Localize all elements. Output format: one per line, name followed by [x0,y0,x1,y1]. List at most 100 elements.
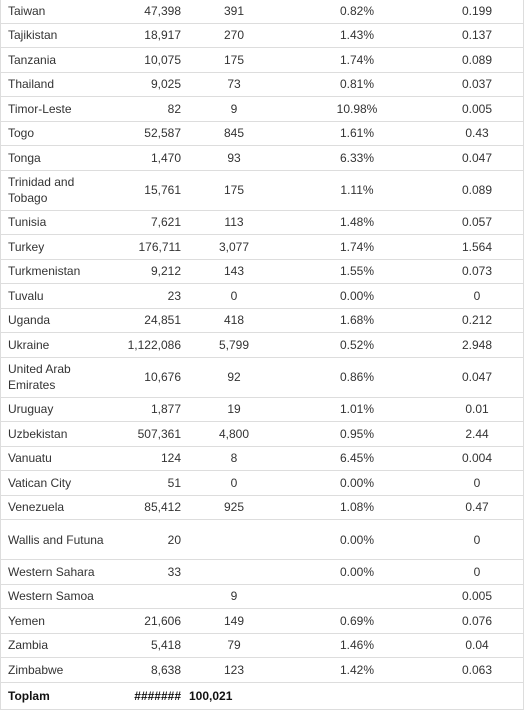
table-cell: Turkey [0,234,108,260]
table-cell: 175 [185,47,283,73]
table-cell: 9,212 [108,258,185,284]
table-cell: Venezuela [0,494,108,520]
table-cell [108,583,185,609]
total-cell [283,681,431,710]
table-cell: 0.52% [283,332,431,358]
total-cell [431,681,524,710]
table-cell: 33 [108,559,185,585]
table-cell: 0.037 [431,71,524,97]
table-cell: Western Sahara [0,559,108,585]
table-cell: 2.44 [431,421,524,447]
table-cell: 5,799 [185,332,283,358]
table-row: Turkey 176,711 3,077 1.74% 1.564 [0,234,524,260]
table-row: Uruguay 1,877 19 1.01% 0.01 [0,396,524,422]
table-cell: 270 [185,22,283,48]
table-cell: Zambia [0,632,108,658]
table-cell: Wallis and Futuna [0,519,108,560]
table-cell: 0.69% [283,608,431,634]
table-cell: Uruguay [0,396,108,422]
total-cell: Toplam [0,681,108,710]
table-row: Timor-Leste 82 9 10.98% 0.005 [0,96,524,122]
table-cell: 1.564 [431,234,524,260]
table-row: Tonga 1,470 93 6.33% 0.047 [0,145,524,171]
table-cell: 845 [185,120,283,146]
total-cell: 100,021 [185,681,283,710]
table-cell: 0.089 [431,169,524,211]
table-cell: 0.95% [283,421,431,447]
table-cell: Turkmenistan [0,258,108,284]
table-cell: Tonga [0,145,108,171]
table-cell: 6.45% [283,445,431,471]
table-cell: 0.047 [431,145,524,171]
table-cell: 149 [185,608,283,634]
table-cell: Uganda [0,307,108,333]
table-cell: 0.004 [431,445,524,471]
table-cell: 1.46% [283,632,431,658]
table-cell: 6.33% [283,145,431,171]
table-cell: 0.86% [283,356,431,398]
table-cell: 0.00% [283,519,431,560]
table-cell: Yemen [0,608,108,634]
table-cell: 0.82% [283,0,431,24]
table-cell: 0.076 [431,608,524,634]
table-cell: 1.68% [283,307,431,333]
table-cell: 0.005 [431,583,524,609]
table-cell: Uzbekistan [0,421,108,447]
table-cell: 4,800 [185,421,283,447]
table-cell: 3,077 [185,234,283,260]
table-cell: 85,412 [108,494,185,520]
table-cell: 9 [185,96,283,122]
table-cell: 73 [185,71,283,97]
table-cell [185,559,283,585]
table-cell: 391 [185,0,283,24]
table-row: Taiwan 47,398 391 0.82% 0.199 [0,0,524,24]
table-cell: 5,418 [108,632,185,658]
table-cell: United Arab Emirates [0,356,108,398]
table-cell: Vatican City [0,470,108,496]
table-cell: 1.11% [283,169,431,211]
table-cell: 20 [108,519,185,560]
table-cell: 0.073 [431,258,524,284]
table-cell: 24,851 [108,307,185,333]
table-cell: 1.55% [283,258,431,284]
table-cell: 23 [108,283,185,309]
table-cell: Ukraine [0,332,108,358]
table-cell: 79 [185,632,283,658]
table-cell: 52,587 [108,120,185,146]
table-cell: 18,917 [108,22,185,48]
table-cell: 10,676 [108,356,185,398]
table-cell: 0.212 [431,307,524,333]
table-cell: 0.089 [431,47,524,73]
table-cell: 1.43% [283,22,431,48]
table-cell: 0 [431,470,524,496]
table-cell: 9 [185,583,283,609]
table-row: Wallis and Futuna 20 0.00% 0 [0,519,524,560]
table-cell: 7,621 [108,209,185,235]
table-cell: 0.137 [431,22,524,48]
table-cell: 1.61% [283,120,431,146]
table-row: Western Sahara 33 0.00% 0 [0,559,524,585]
table-row: Turkmenistan 9,212 143 1.55% 0.073 [0,258,524,284]
table-cell: 0.47 [431,494,524,520]
table-cell: 1,877 [108,396,185,422]
table-cell: 0.01 [431,396,524,422]
table-row: Togo 52,587 845 1.61% 0.43 [0,120,524,146]
table-cell: 0 [431,283,524,309]
table-row: Tanzania 10,075 175 1.74% 0.089 [0,47,524,73]
table-cell: Timor-Leste [0,96,108,122]
table-cell: 143 [185,258,283,284]
table-cell: 175 [185,169,283,211]
table-cell: 47,398 [108,0,185,24]
total-cell: ####### [108,681,185,710]
table-row: Zambia 5,418 79 1.46% 0.04 [0,632,524,658]
table-cell: 0 [185,470,283,496]
table-cell: 124 [108,445,185,471]
table-cell: 93 [185,145,283,171]
table-cell: 8,638 [108,657,185,683]
table-row: Yemen 21,606 149 0.69% 0.076 [0,608,524,634]
table-cell: 1.42% [283,657,431,683]
total-row: Toplam ####### 100,021 [0,681,524,710]
table-cell: 113 [185,209,283,235]
